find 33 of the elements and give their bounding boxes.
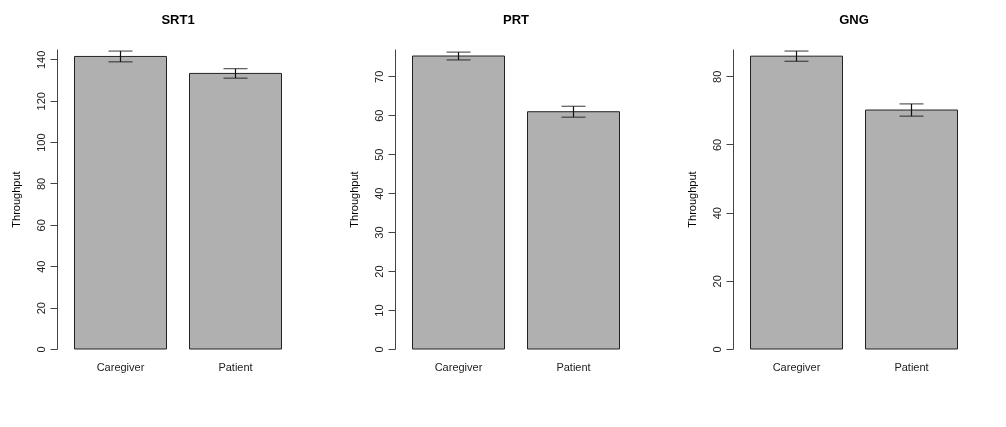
y-tick-label: 70 xyxy=(372,70,385,83)
y-tick-label: 40 xyxy=(372,187,385,200)
y-tick-label: 0 xyxy=(372,346,385,353)
y-tick-label: 0 xyxy=(34,346,47,353)
x-tick-label: Patient xyxy=(218,360,253,373)
y-tick-label: 20 xyxy=(372,265,385,278)
y-tick-label: 20 xyxy=(34,302,47,315)
chart-title: SRT1 xyxy=(161,12,195,27)
y-tick-label: 80 xyxy=(34,177,47,191)
y-tick-label: 60 xyxy=(34,219,47,232)
y-tick-label: 10 xyxy=(372,304,385,317)
y-tick-label: 60 xyxy=(372,109,385,122)
chart-title: GNG xyxy=(839,12,869,27)
y-tick-label: 100 xyxy=(34,133,47,152)
y-axis-title: Throughput xyxy=(347,171,360,228)
x-tick-label: Patient xyxy=(556,360,591,373)
x-tick-label: Patient xyxy=(894,360,929,373)
y-tick-label: 50 xyxy=(372,148,385,161)
y-tick-label: 40 xyxy=(710,207,723,220)
y-tick-label: 120 xyxy=(34,92,47,111)
y-tick-label: 20 xyxy=(710,275,723,288)
y-axis-title: Throughput xyxy=(9,171,22,228)
y-axis-title: Throughput xyxy=(685,171,698,228)
y-tick-label: 0 xyxy=(710,346,723,353)
chart-title: PRT xyxy=(503,12,530,27)
x-tick-label: Caregiver xyxy=(772,360,821,373)
y-tick-label: 40 xyxy=(34,260,47,273)
y-tick-label: 30 xyxy=(372,226,385,239)
y-tick-label: 80 xyxy=(710,70,723,83)
x-tick-label: Caregiver xyxy=(96,360,145,373)
y-tick-label: 60 xyxy=(710,138,723,152)
x-tick-label: Caregiver xyxy=(434,360,483,373)
y-tick-label: 140 xyxy=(34,50,47,70)
